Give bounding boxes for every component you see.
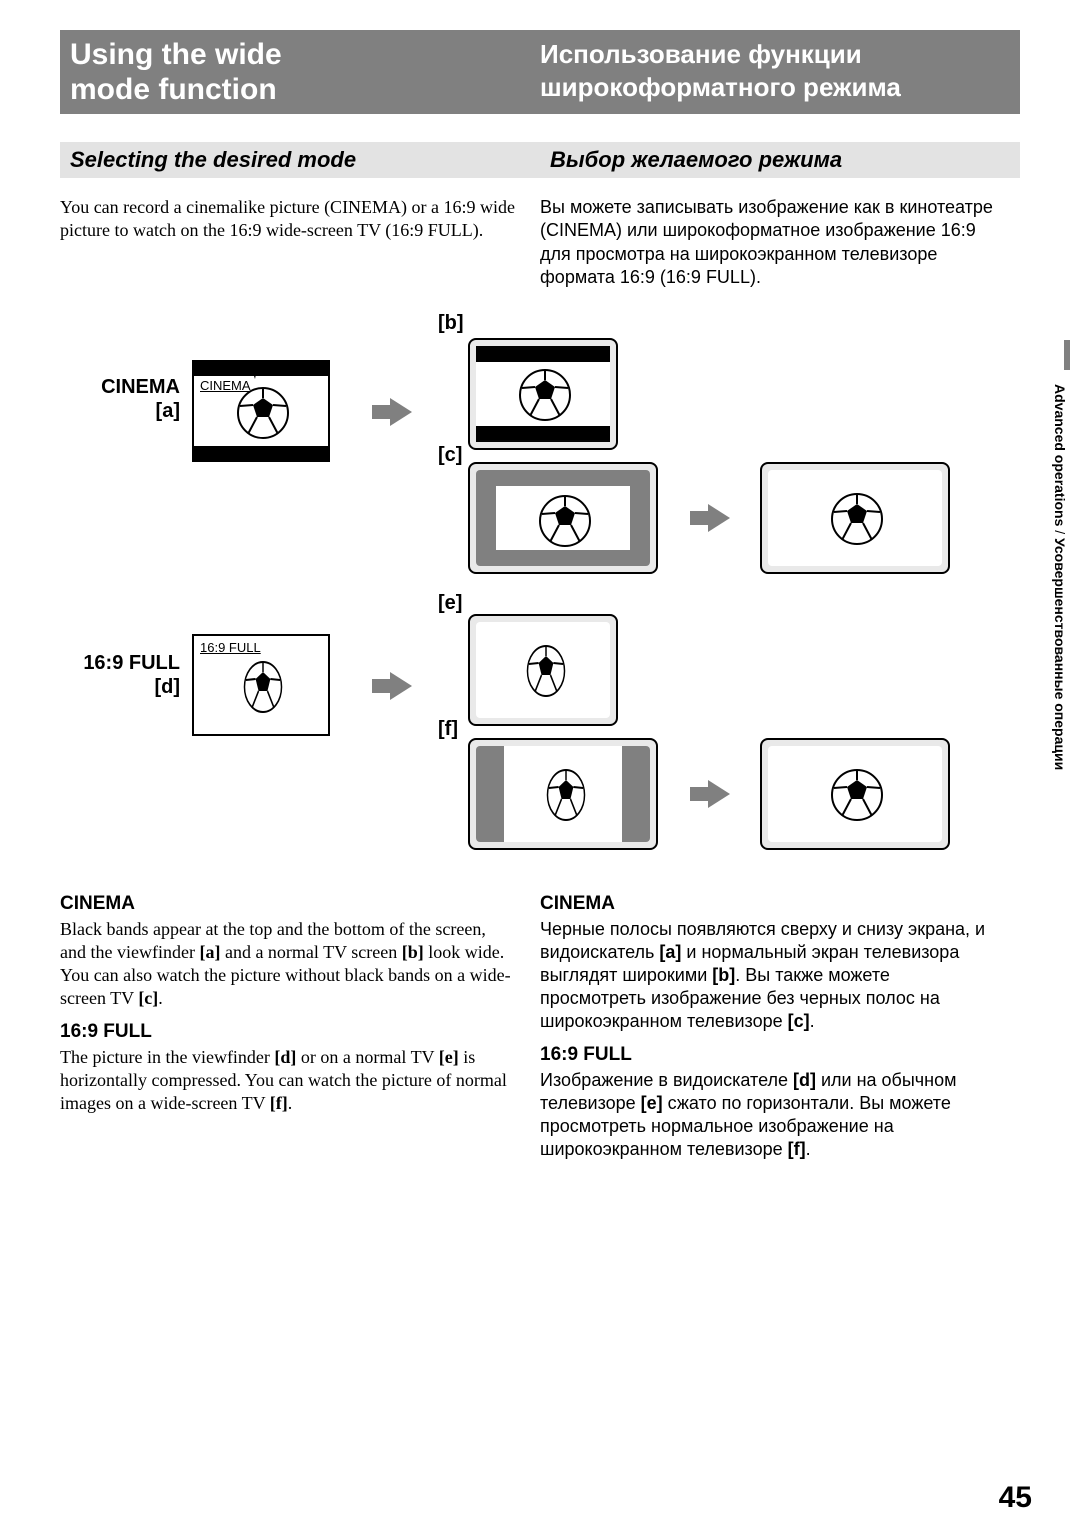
label-b: [b]	[438, 312, 464, 335]
en-cinema-heading: CINEMA	[60, 892, 516, 916]
intro-ru: Вы можете записывать изображение как в к…	[540, 196, 1020, 290]
screen-e	[468, 614, 618, 726]
screen-d: 16:9 FULL	[192, 634, 330, 736]
intro-row: You can record a cinemalike picture (CIN…	[60, 196, 1020, 290]
side-tab-text: Advanced operations / Усовершенствованны…	[1052, 384, 1068, 770]
header-title-en: Using the wide mode function	[70, 38, 540, 107]
label-e: [e]	[438, 592, 462, 615]
label-f: [f]	[438, 718, 458, 741]
ru-cinema-heading: CINEMA	[540, 892, 996, 916]
ru-full-text: Изображение в видоискателе [d] или на об…	[540, 1069, 996, 1161]
description-en: CINEMA Black bands appear at the top and…	[60, 882, 540, 1162]
soccer-ball-icon	[538, 494, 592, 548]
screen-f-wide	[760, 738, 950, 850]
description-row: CINEMA Black bands appear at the top and…	[60, 882, 1020, 1162]
en-cinema-text: Black bands appear at the top and the bo…	[60, 918, 516, 1010]
intro-en: You can record a cinemalike picture (CIN…	[60, 196, 540, 290]
soccer-ball-icon	[830, 492, 884, 546]
screen-c-wide	[760, 462, 950, 574]
side-tab: Advanced operations / Усовершенствованны…	[1040, 340, 1070, 880]
soccer-ball-icon	[830, 768, 884, 822]
header-ru-line2: широкоформатного режима	[540, 71, 1010, 104]
page-number: 45	[999, 1481, 1032, 1515]
arrow-pointer-icon	[250, 366, 264, 380]
description-ru: CINEMA Черные полосы появляются сверху и…	[540, 882, 1020, 1162]
soccer-ball-icon	[243, 660, 283, 714]
subheader-en: Selecting the desired mode	[60, 142, 540, 178]
header-en-line1: Using the wide	[70, 38, 540, 73]
screen-b	[468, 338, 618, 450]
label-a: [a]	[80, 400, 180, 423]
label-d: [d]	[52, 676, 180, 699]
header-en-line2: mode function	[70, 73, 540, 108]
label-169full: 16:9 FULL	[52, 652, 180, 675]
soccer-ball-icon	[526, 644, 566, 698]
page-header-bar: Using the wide mode function Использован…	[60, 30, 1020, 114]
ru-full-heading: 16:9 FULL	[540, 1043, 996, 1067]
diagram-area: [b] CINEMA [a] CINEMA [c] [e]	[60, 312, 1020, 842]
header-ru-line1: Использование функции	[540, 38, 1010, 71]
arrow-icon	[390, 398, 412, 426]
label-c: [c]	[438, 444, 462, 467]
screen-a: CINEMA	[192, 360, 330, 462]
en-full-heading: 16:9 FULL	[60, 1020, 516, 1044]
screen-c-outer	[468, 462, 658, 574]
soccer-ball-icon	[546, 768, 586, 822]
label-cinema: CINEMA	[80, 376, 180, 399]
side-tab-stripe	[1064, 340, 1070, 370]
subheader-ru: Выбор желаемого режима	[540, 142, 1020, 178]
tiny-label-full: 16:9 FULL	[200, 640, 261, 655]
soccer-ball-icon	[236, 386, 290, 440]
screen-f-outer	[468, 738, 658, 850]
arrow-icon	[390, 672, 412, 700]
ru-cinema-text: Черные полосы появляются сверху и снизу …	[540, 918, 996, 1033]
en-full-text: The picture in the viewfinder [d] or on …	[60, 1046, 516, 1115]
arrow-icon	[708, 504, 730, 532]
subheader-row: Selecting the desired mode Выбор желаемо…	[60, 142, 1020, 178]
soccer-ball-icon	[518, 368, 572, 422]
arrow-icon	[708, 780, 730, 808]
header-title-ru: Использование функции широкоформатного р…	[540, 38, 1010, 103]
